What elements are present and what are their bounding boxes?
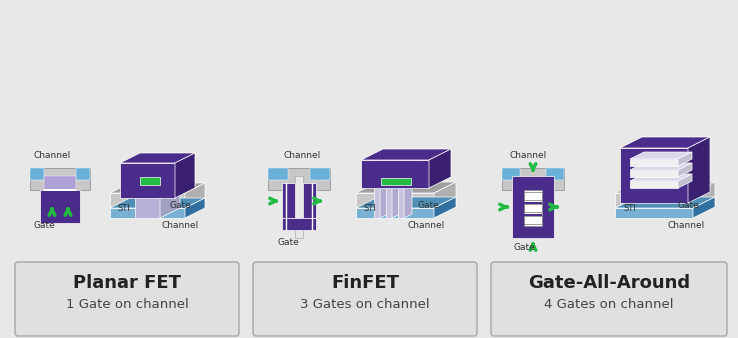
Polygon shape — [615, 208, 693, 218]
Polygon shape — [135, 158, 180, 168]
Polygon shape — [380, 159, 388, 218]
Polygon shape — [356, 197, 456, 208]
Text: Gate: Gate — [170, 201, 192, 210]
Polygon shape — [303, 183, 316, 218]
Polygon shape — [120, 153, 195, 163]
Polygon shape — [615, 182, 715, 193]
Polygon shape — [630, 163, 692, 170]
Polygon shape — [44, 189, 76, 191]
Polygon shape — [30, 168, 90, 190]
Polygon shape — [30, 168, 44, 180]
Polygon shape — [76, 168, 90, 180]
Text: Planar FET: Planar FET — [73, 274, 181, 292]
Polygon shape — [356, 193, 434, 218]
Text: Channel: Channel — [510, 151, 548, 160]
Polygon shape — [392, 159, 400, 218]
Polygon shape — [524, 216, 542, 224]
Polygon shape — [374, 159, 388, 163]
Text: Channel: Channel — [667, 221, 704, 230]
Polygon shape — [110, 193, 185, 218]
Polygon shape — [688, 137, 710, 203]
Polygon shape — [185, 183, 205, 218]
Polygon shape — [398, 159, 412, 163]
Text: Channel: Channel — [33, 151, 70, 160]
Text: 3 Gates on channel: 3 Gates on channel — [300, 298, 430, 312]
Polygon shape — [356, 208, 434, 218]
Polygon shape — [693, 197, 715, 218]
Polygon shape — [295, 176, 303, 238]
Polygon shape — [678, 152, 692, 166]
Polygon shape — [361, 160, 429, 188]
Polygon shape — [135, 168, 160, 218]
Polygon shape — [615, 197, 715, 208]
Polygon shape — [502, 168, 564, 190]
Polygon shape — [404, 159, 412, 218]
Polygon shape — [185, 198, 205, 218]
Polygon shape — [282, 183, 295, 218]
Text: 4 Gates on channel: 4 Gates on channel — [544, 298, 674, 312]
Polygon shape — [615, 193, 693, 218]
Text: STI: STI — [118, 204, 131, 213]
FancyBboxPatch shape — [491, 262, 727, 336]
Polygon shape — [361, 149, 451, 160]
Polygon shape — [524, 192, 542, 200]
Polygon shape — [140, 177, 160, 185]
Polygon shape — [512, 176, 554, 238]
Text: Gate: Gate — [33, 221, 55, 230]
Text: Channel: Channel — [408, 221, 445, 230]
Polygon shape — [693, 182, 715, 218]
Polygon shape — [434, 197, 456, 218]
Polygon shape — [630, 159, 678, 166]
Polygon shape — [630, 174, 692, 181]
Text: STI: STI — [364, 204, 377, 213]
FancyBboxPatch shape — [15, 262, 239, 336]
Polygon shape — [175, 153, 195, 198]
Polygon shape — [630, 170, 678, 177]
Polygon shape — [524, 214, 542, 216]
Polygon shape — [524, 202, 542, 204]
Text: Channel: Channel — [283, 151, 320, 160]
Polygon shape — [386, 163, 392, 218]
Polygon shape — [630, 181, 678, 188]
Polygon shape — [268, 168, 330, 190]
Text: Channel: Channel — [162, 221, 199, 230]
Polygon shape — [160, 158, 180, 218]
Text: STI: STI — [623, 204, 635, 213]
Text: Gate-All-Around: Gate-All-Around — [528, 274, 690, 292]
Polygon shape — [268, 168, 288, 180]
Polygon shape — [502, 168, 520, 180]
Polygon shape — [620, 137, 710, 148]
Polygon shape — [381, 178, 411, 185]
Text: Gate: Gate — [418, 201, 440, 210]
Polygon shape — [356, 182, 456, 193]
Polygon shape — [546, 168, 564, 180]
FancyBboxPatch shape — [253, 262, 477, 336]
Polygon shape — [120, 163, 175, 198]
Polygon shape — [524, 190, 542, 226]
Polygon shape — [110, 208, 185, 218]
Polygon shape — [678, 163, 692, 177]
Polygon shape — [678, 174, 692, 188]
Polygon shape — [282, 218, 316, 230]
Polygon shape — [434, 182, 456, 218]
Polygon shape — [524, 204, 542, 212]
Polygon shape — [398, 163, 404, 218]
Polygon shape — [429, 149, 451, 188]
Text: Gate: Gate — [513, 243, 535, 252]
Text: Gate: Gate — [278, 238, 300, 247]
Polygon shape — [310, 168, 330, 180]
Polygon shape — [40, 190, 80, 223]
Polygon shape — [620, 148, 688, 203]
Polygon shape — [110, 198, 205, 208]
Polygon shape — [630, 152, 692, 159]
Polygon shape — [374, 163, 380, 218]
Text: FinFET: FinFET — [331, 274, 399, 292]
Text: Gate: Gate — [677, 201, 699, 210]
Text: 1 Gate on channel: 1 Gate on channel — [66, 298, 188, 312]
Polygon shape — [44, 176, 76, 190]
Polygon shape — [110, 183, 205, 193]
Polygon shape — [386, 159, 400, 163]
